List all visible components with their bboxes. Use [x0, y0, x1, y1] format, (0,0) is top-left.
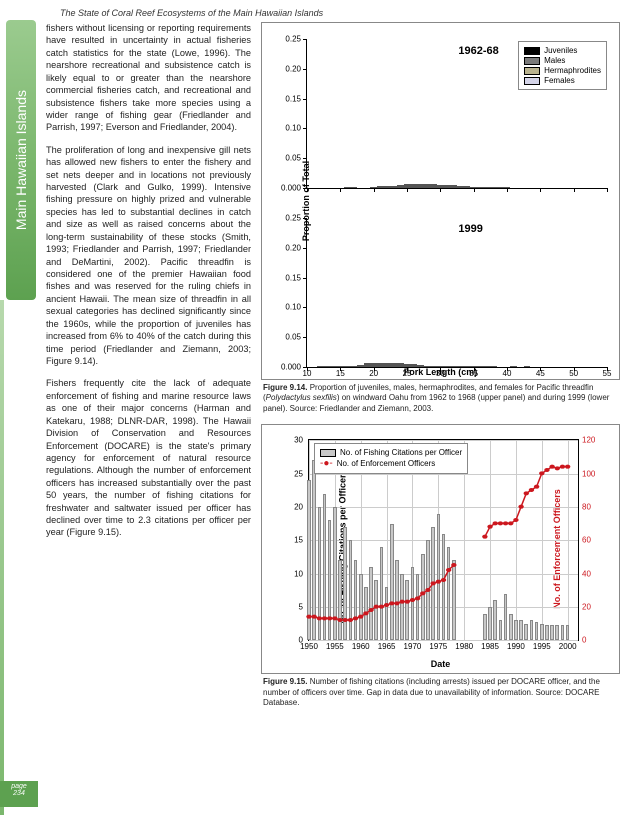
page-label: page: [11, 783, 27, 790]
legend-label: No. of Fishing Citations per Officer: [340, 448, 462, 457]
lower-panel: 0.0000.050.100.150.200.25101520253035404…: [306, 218, 607, 368]
paragraph: The proliferation of long and inexpensiv…: [46, 144, 251, 368]
legend: No. of Fishing Citations per Officer -●-…: [314, 443, 468, 474]
left-stripe: [0, 300, 4, 815]
figure-9-15: No. of Fishing Citations per Officer No.…: [261, 424, 620, 674]
legend-swatch: [320, 449, 336, 457]
caption-text: Number of fishing citations (including a…: [263, 677, 600, 707]
legend-label: No. of Enforcement Officers: [337, 459, 436, 468]
page-number-badge: page 234: [0, 781, 38, 807]
content-area: fishers without licensing or reporting r…: [0, 22, 630, 792]
section-tab: Main Hawaiian Islands: [6, 20, 36, 300]
upper-panel: 0.0000.050.100.150.200.25: [306, 39, 607, 189]
figure-9-15-caption: Figure 9.15. Number of fishing citations…: [261, 674, 620, 714]
section-tab-label: Main Hawaiian Islands: [13, 90, 29, 230]
caption-lead: Figure 9.15.: [263, 677, 307, 686]
text-column: fishers without licensing or reporting r…: [46, 22, 251, 792]
page-number: 234: [13, 790, 25, 797]
paragraph: fishers without licensing or reporting r…: [46, 22, 251, 134]
figure-9-14-caption: Figure 9.14. Proportion of juveniles, ma…: [261, 380, 620, 420]
page-header: The State of Coral Reef Ecosystems of th…: [0, 0, 630, 22]
paragraph: Fishers frequently cite the lack of adeq…: [46, 377, 251, 538]
figure-column: Proportion of Total Fork Length (cm) 196…: [261, 22, 620, 792]
caption-italic: Polydactylus sexfilis: [266, 393, 337, 402]
x-axis-label: Date: [431, 659, 451, 669]
caption-lead: Figure 9.14.: [263, 383, 307, 392]
legend-marker: -●-: [320, 458, 333, 469]
figure-9-14: Proportion of Total Fork Length (cm) 196…: [261, 22, 620, 380]
